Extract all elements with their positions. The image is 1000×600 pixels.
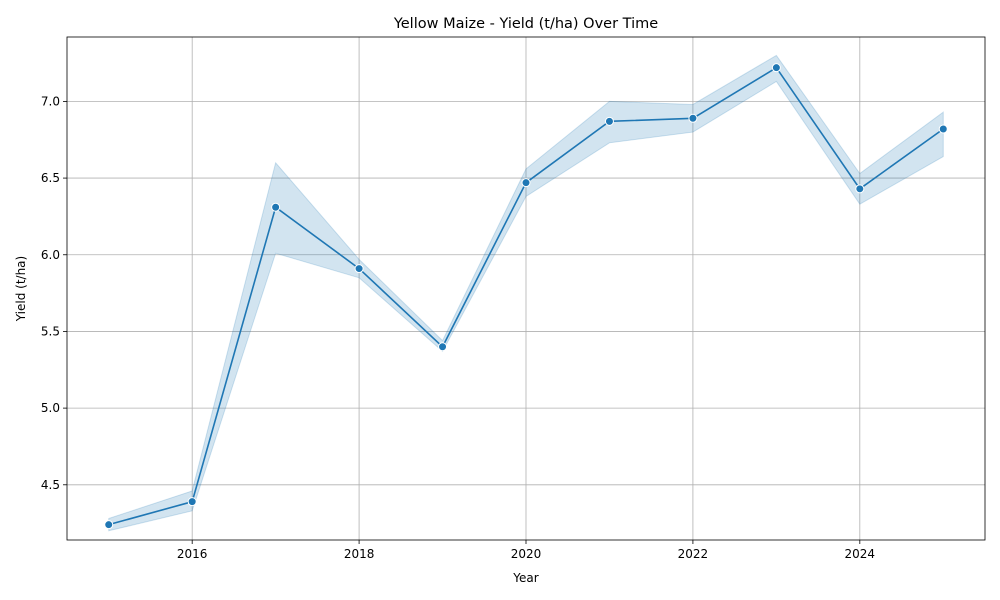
y-tick-label: 7.0 xyxy=(41,94,60,108)
x-tick-label: 2020 xyxy=(511,547,542,561)
data-point xyxy=(938,124,948,134)
y-tick-label: 5.0 xyxy=(41,401,60,415)
y-tick-label: 6.0 xyxy=(41,248,60,262)
data-point xyxy=(187,497,197,507)
x-tick-label: 2022 xyxy=(678,547,709,561)
chart-title: Yellow Maize - Yield (t/ha) Over Time xyxy=(393,16,658,32)
y-tick-label: 4.5 xyxy=(41,478,60,492)
data-point xyxy=(438,342,448,352)
data-point xyxy=(855,184,865,194)
y-tick-label: 5.5 xyxy=(41,324,60,338)
grid-lines xyxy=(67,37,985,540)
x-tick-label: 2018 xyxy=(344,547,375,561)
data-point xyxy=(104,520,114,530)
data-markers xyxy=(104,63,948,530)
y-axis-label: Yield (t/ha) xyxy=(14,256,28,322)
data-point xyxy=(354,264,364,274)
y-axis-ticks: 4.5 5.0 5.5 6.0 6.5 7.0 xyxy=(41,94,67,492)
x-tick-label: 2024 xyxy=(845,547,876,561)
data-point xyxy=(521,178,531,188)
data-point xyxy=(604,116,614,126)
confidence-band xyxy=(108,54,944,532)
x-axis-ticks: 2016 2018 2020 2022 2024 xyxy=(177,540,875,561)
data-point xyxy=(771,63,781,73)
x-tick-label: 2016 xyxy=(177,547,208,561)
x-axis-label: Year xyxy=(512,571,538,585)
data-point xyxy=(688,113,698,123)
y-tick-label: 6.5 xyxy=(41,171,60,185)
data-point xyxy=(271,202,281,212)
